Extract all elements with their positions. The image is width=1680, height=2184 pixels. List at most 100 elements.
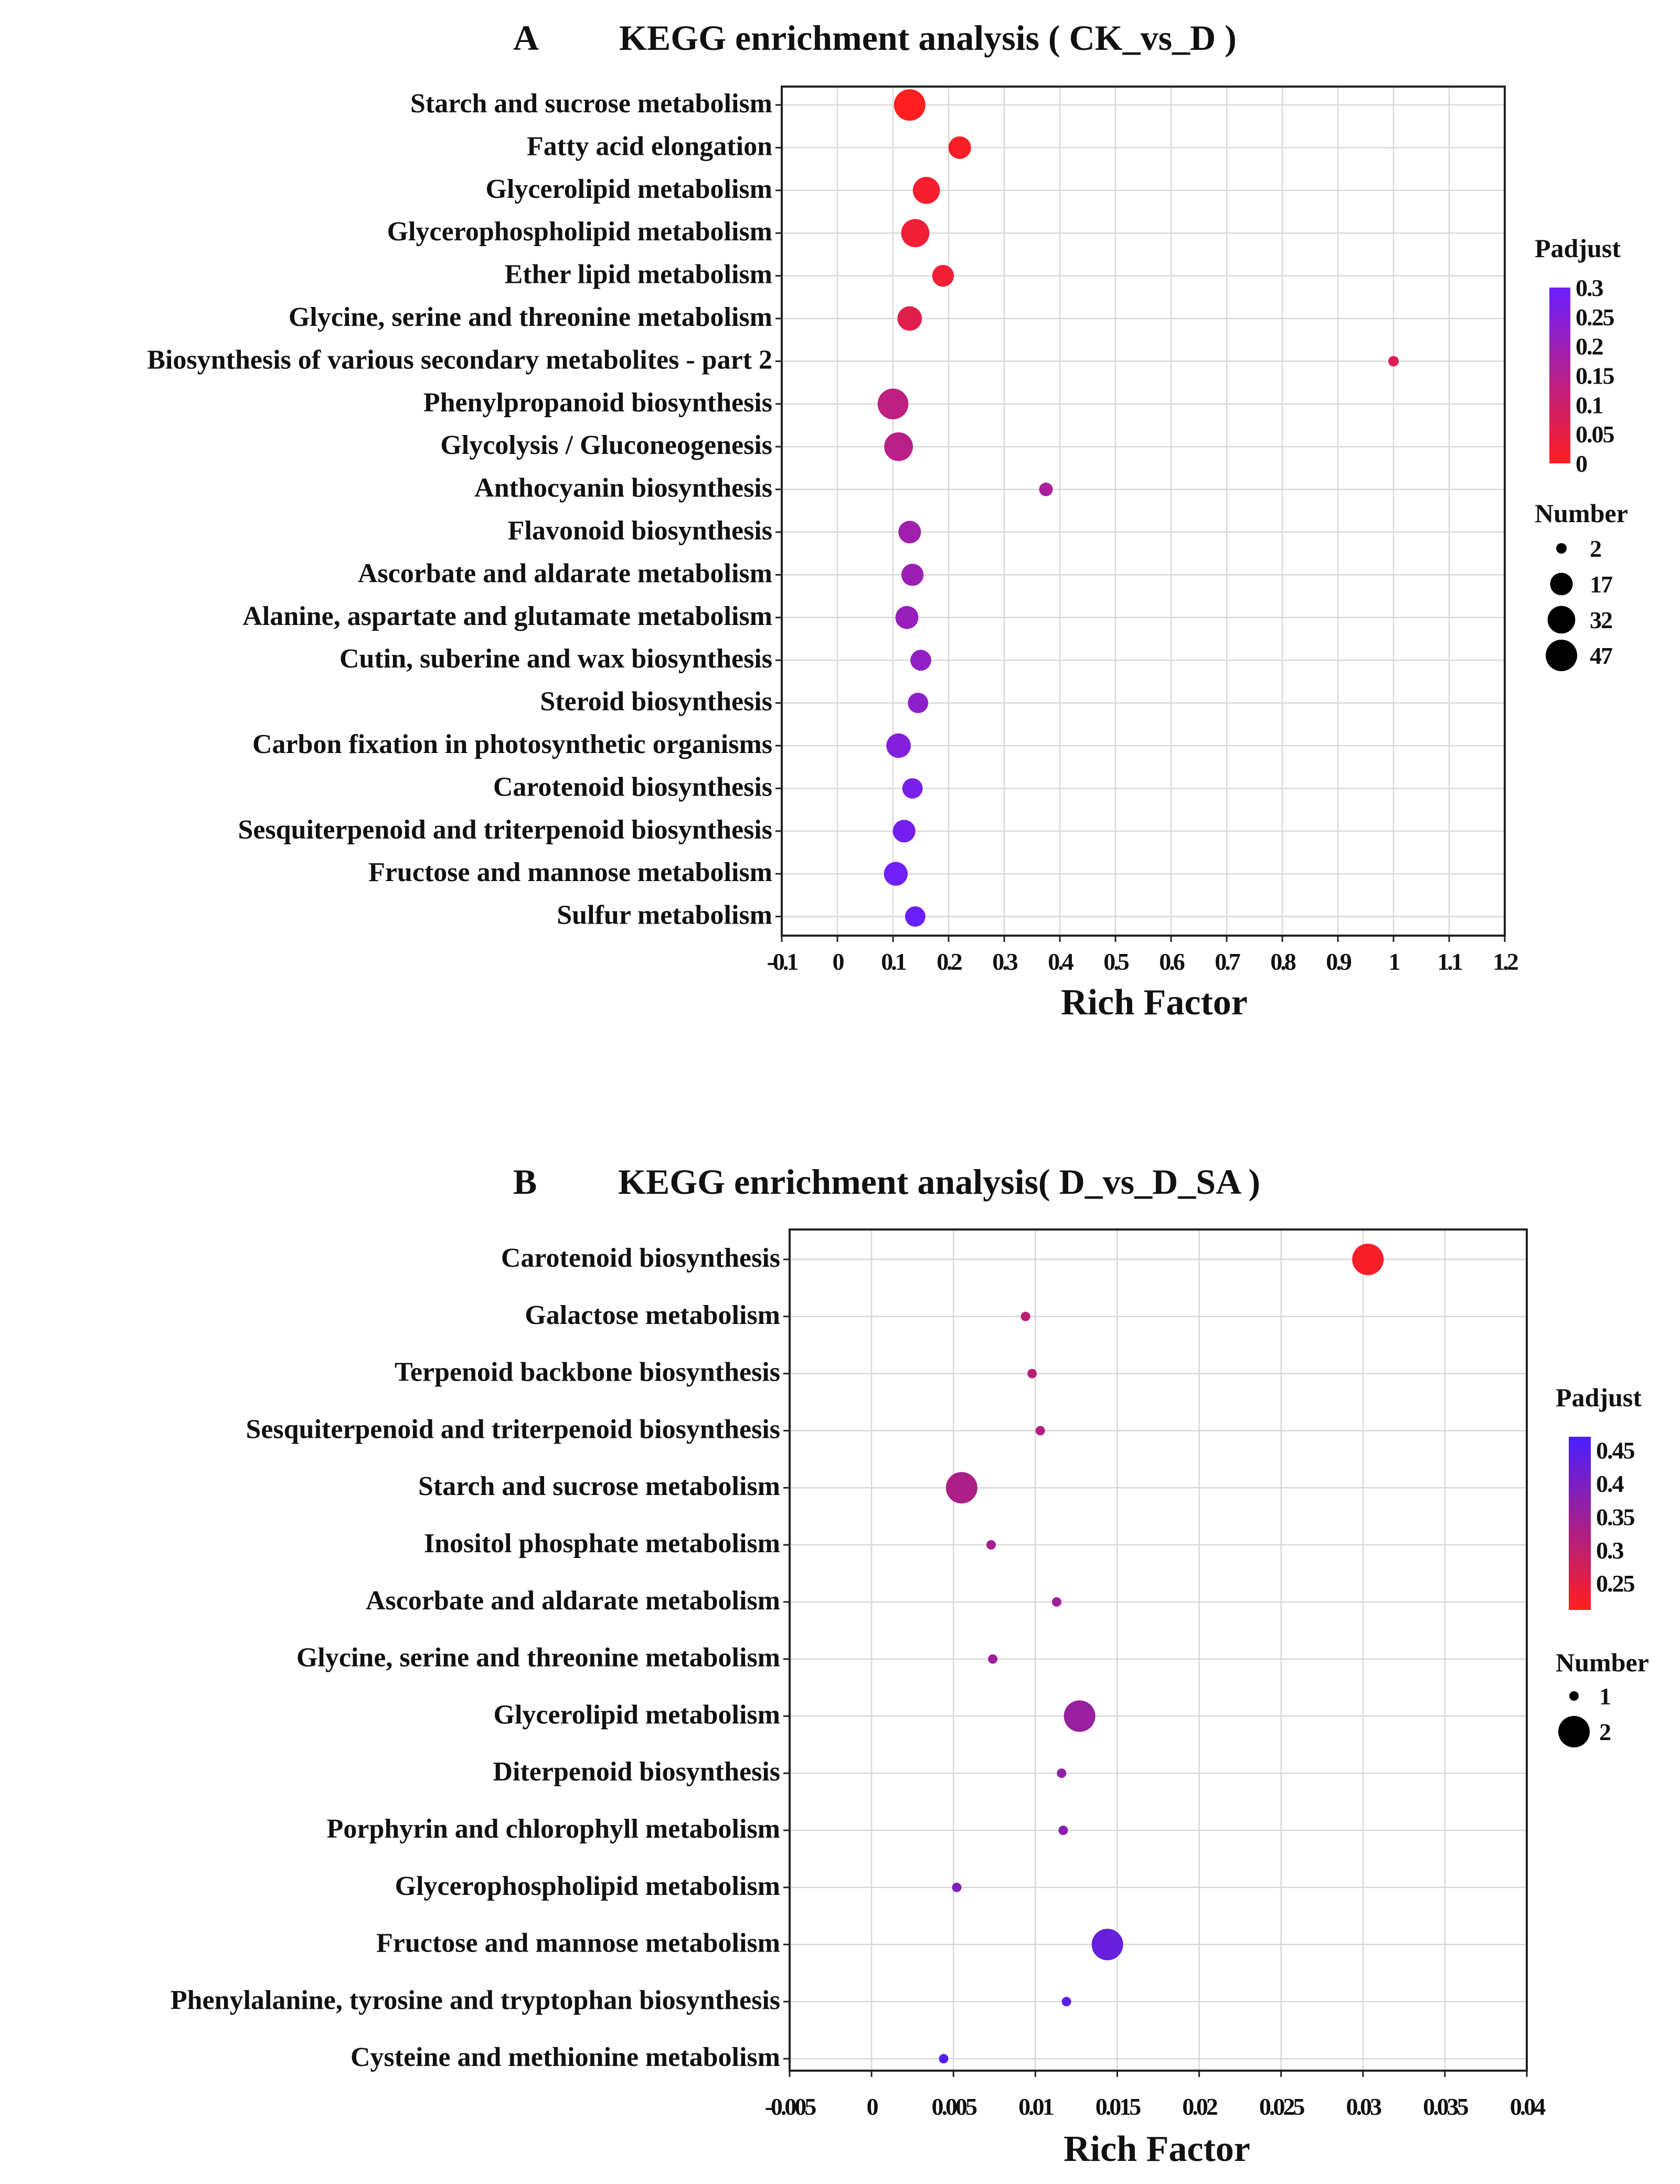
panel-b-title: KEGG enrichment analysis( D_vs_D_SA ) [618, 1162, 1260, 1202]
panel-a-category-label: Cutin, suberine and wax biosynthesis [339, 644, 772, 674]
panel-b-category-label: Glycerolipid metabolism [494, 1700, 780, 1730]
panel-b-category-labels: Carotenoid biosynthesis Galactose metabol… [171, 1243, 790, 2072]
panel-b-x-tick-label: 0.005 [931, 2093, 977, 2120]
panel-a-x-tick-label: 1 [1389, 948, 1400, 975]
panel-b-point [1020, 1311, 1030, 1321]
panel-b-category-label: Porphyrin and chlorophyll metabolism [327, 1814, 780, 1844]
panel-b-category-label: Galactose metabolism [525, 1300, 780, 1330]
panel-a-size-legend-title: Number [1535, 499, 1628, 528]
panel-a-plot-frame [781, 86, 1506, 937]
panel-a-colorbar-tick-label: 0.3 [1576, 274, 1603, 301]
panel-a-point [908, 693, 929, 714]
panel-a-x-tick-label: 0.3 [992, 948, 1018, 975]
panel-b-x-axis-title: Rich Factor [1064, 2129, 1250, 2169]
panel-a-size-legend-dot [1546, 640, 1577, 671]
panel-b-point [952, 1882, 962, 1892]
panel-a-category-label: Sulfur metabolism [557, 900, 772, 930]
panel-a-point [892, 820, 916, 843]
panel-a-colorbar-tick-label: 0.1 [1576, 391, 1603, 418]
panel-a-x-tick-label: 0.1 [881, 948, 906, 975]
panel-a-point [877, 388, 909, 420]
panel-b-plot-frame [789, 1228, 1528, 2072]
panel-a-point [905, 906, 926, 927]
panel-b-colorbar-tick-label: 0.4 [1596, 1470, 1624, 1497]
panel-a-category-label: Sesquiterpenoid and triterpenoid biosynt… [238, 815, 773, 845]
panel-a-x-tick-labels: -0.1 0 0.1 0.2 0.3 0.4 0.5 0.6 0.7 0.8 0.9 1 1.1 1.2 [767, 936, 1520, 975]
panel-b-size-legend-dot [1569, 1691, 1579, 1701]
panel-b-x-tick-label: 0.015 [1096, 2093, 1141, 2120]
panel-b-grid [789, 1229, 1528, 2071]
panel-a-colorbar-tick-label: 0.2 [1576, 333, 1603, 360]
panel-b-category-label: Carotenoid biosynthesis [501, 1243, 780, 1273]
panel-a-category-label: Glycerophospholipid metabolism [387, 217, 772, 247]
panel-b-size-legend-title: Number [1556, 1648, 1649, 1677]
panel-a-size-legend-label: 32 [1590, 607, 1612, 633]
panel-b-colorbar-tick-label: 0.25 [1596, 1570, 1635, 1597]
panel-b-category-label: Fructose and mannose metabolism [376, 1928, 780, 1958]
panel-a-grid [781, 87, 1506, 936]
panel-b: B KEGG enrichment analysis( D_vs_D_SA ) … [171, 1162, 1649, 2169]
panel-a-colorbar-tick-label: 0 [1576, 450, 1587, 477]
panel-b-colorbar-tick-label: 0.45 [1596, 1437, 1635, 1464]
panel-b-x-tick-label: 0.035 [1423, 2093, 1469, 2120]
panel-a-point [1039, 482, 1053, 496]
panel-a-point [948, 136, 971, 159]
panel-a-x-tick-label: 0.4 [1048, 948, 1074, 975]
panel-b-x-tick-label: 0 [867, 2093, 878, 2120]
panel-a-category-label: Ascorbate and aldarate metabolism [358, 558, 772, 588]
panel-a-x-tick-label: 1.2 [1493, 948, 1518, 975]
panel-a-title: KEGG enrichment analysis ( CK_vs_D ) [619, 18, 1237, 58]
panel-a-colorbar-tick-label: 0.25 [1576, 304, 1614, 331]
panel-a-point [895, 606, 919, 629]
panel-a-letter: A [513, 18, 539, 58]
panel-b-size-legend-label: 2 [1599, 1719, 1611, 1745]
panel-a-x-tick-label: 0.6 [1159, 948, 1185, 975]
panel-b-x-tick-label: 0.01 [1018, 2093, 1054, 2120]
panel-a-category-label: Carbon fixation in photosynthetic organi… [252, 729, 772, 759]
panel-a-colorbar-tick-label: 0.05 [1576, 421, 1614, 448]
panel-b-point [1061, 1997, 1071, 2007]
panel-b-x-tick-label: -0.005 [765, 2093, 816, 2120]
panel-b-point [945, 1472, 977, 1504]
panel-a-point [886, 733, 911, 758]
panel-a-category-label: Ether lipid metabolism [505, 260, 772, 290]
panel-a-point [910, 650, 931, 671]
panel-b-point [1027, 1369, 1037, 1379]
panel-a-size-legend: 2 17 32 47 [1546, 535, 1613, 671]
panel-a-x-tick-label: 0.8 [1270, 948, 1296, 975]
panel-a-point [898, 521, 921, 544]
panel-b-size-legend-dot [1558, 1716, 1590, 1747]
panel-a-colorbar-tick-label: 0.15 [1576, 363, 1614, 389]
panel-a-x-tick-label: 0.9 [1326, 948, 1352, 975]
panel-b-size-legend-label: 1 [1599, 1683, 1610, 1710]
panel-a-x-tick-label: 0 [833, 948, 844, 975]
panel-a-category-label: Glycolysis / Gluconeogenesis [440, 430, 772, 460]
panel-a-point [894, 89, 926, 121]
panel-b-point [1051, 1597, 1061, 1607]
panel-b-category-label: Glycine, serine and threonine metabolism [296, 1643, 780, 1673]
panel-a-x-axis-title: Rich Factor [1061, 982, 1248, 1023]
panel-a-point [932, 264, 954, 287]
panel-a-point [912, 177, 940, 204]
panel-a-category-label: Steroid biosynthesis [540, 687, 772, 717]
panel-a-points [877, 89, 1399, 927]
panel-b-letter: B [513, 1162, 537, 1202]
panel-a-x-tick-label: 0.7 [1215, 948, 1240, 975]
panel-b-colorbar-tick-label: 0.3 [1596, 1537, 1624, 1564]
panel-a-x-tick-label: 0.2 [937, 948, 962, 975]
panel-b-point [1057, 1768, 1067, 1778]
panel-b-color-legend-title: Padjust [1556, 1383, 1642, 1412]
panel-b-category-label: Starch and sucrose metabolism [418, 1471, 780, 1501]
panel-a-point [1388, 356, 1399, 367]
panel-b-point [939, 2054, 949, 2064]
panel-b-points [939, 1244, 1384, 2064]
panel-b-category-label: Sesquiterpenoid and triterpenoid biosynt… [246, 1414, 781, 1444]
panel-a-size-legend-label: 17 [1590, 571, 1612, 598]
panel-b-colorbar [1569, 1437, 1591, 1610]
panel-b-x-tick-labels: -0.005 0 0.005 0.01 0.015 0.02 0.025 0.03 0.035 0… [765, 2071, 1548, 2120]
panel-b-category-label: Diterpenoid biosynthesis [493, 1757, 780, 1787]
panel-a-point [897, 306, 922, 331]
panel-a-x-tick-label: -0.1 [767, 948, 798, 975]
